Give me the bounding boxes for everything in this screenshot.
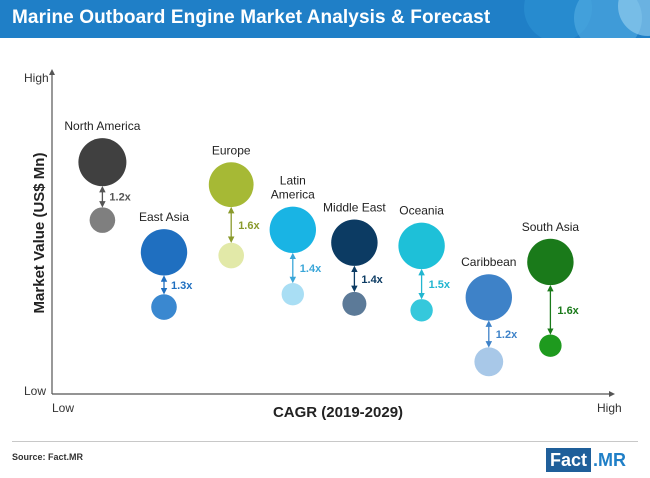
region-label-south-asia: South Asia: [522, 220, 580, 234]
bubble-future-east-asia: [151, 294, 177, 320]
region-label-latin-america-line2: America: [271, 188, 315, 202]
header-banner: Marine Outboard Engine Market Analysis &…: [0, 0, 650, 38]
region-label-caribbean: Caribbean: [461, 255, 516, 269]
footer-divider: [12, 441, 638, 442]
logo-mr: .MR: [593, 450, 627, 470]
x-tick-low: Low: [52, 401, 74, 415]
y-tick-low: Low: [24, 384, 46, 398]
region-label-latin-america-line1: Latin: [280, 174, 306, 188]
region-label-europe: Europe: [212, 143, 251, 157]
bubble-future-europe: [218, 242, 244, 269]
growth-label-east-asia: 1.3x: [171, 280, 193, 292]
bubble-future-caribbean: [474, 347, 504, 377]
region-label-middle-east: Middle East: [323, 200, 386, 214]
header-decoration: [524, 0, 650, 38]
region-label-north-america: North America: [64, 119, 140, 133]
factmr-logo: Fact .MR: [546, 448, 626, 472]
growth-label-europe: 1.6x: [238, 220, 260, 232]
x-tick-high: High: [597, 401, 622, 415]
bubble-current-europe: [208, 162, 254, 208]
x-axis-label: CAGR (2019-2029): [273, 404, 403, 421]
page-title: Marine Outboard Engine Market Analysis &…: [12, 7, 491, 28]
bubble-future-middle-east: [342, 291, 367, 316]
growth-label-latin-america: 1.4x: [300, 263, 322, 275]
y-axis-label: Market Value (US$ Mn): [31, 153, 48, 314]
bubble-current-latin-america: [269, 206, 316, 253]
growth-label-north-america: 1.2x: [109, 192, 131, 204]
growth-label-south-asia: 1.6x: [557, 305, 579, 317]
growth-label-oceania: 1.5x: [429, 279, 451, 291]
bubble-current-oceania: [398, 222, 445, 270]
bubble-current-east-asia: [140, 229, 188, 276]
region-label-oceania: Oceania: [399, 204, 444, 218]
logo-fact: Fact: [546, 448, 592, 472]
bubble-future-north-america: [89, 207, 116, 233]
bubble-future-latin-america: [281, 282, 304, 306]
growth-label-caribbean: 1.2x: [496, 329, 518, 341]
bubble-future-south-asia: [539, 334, 562, 357]
y-tick-high: High: [24, 71, 49, 85]
bubble-chart: High Low Low High CAGR (2019-2029) Market Val…: [24, 69, 622, 421]
bubble-current-middle-east: [331, 219, 378, 266]
source-note: Source: Fact.MR: [12, 452, 84, 462]
bubble-future-oceania: [410, 299, 433, 322]
bubble-current-north-america: [78, 138, 127, 187]
bubble-current-caribbean: [465, 274, 512, 321]
bubble-current-south-asia: [527, 238, 574, 286]
region-label-east-asia: East Asia: [139, 210, 189, 224]
growth-label-middle-east: 1.4x: [361, 274, 383, 286]
